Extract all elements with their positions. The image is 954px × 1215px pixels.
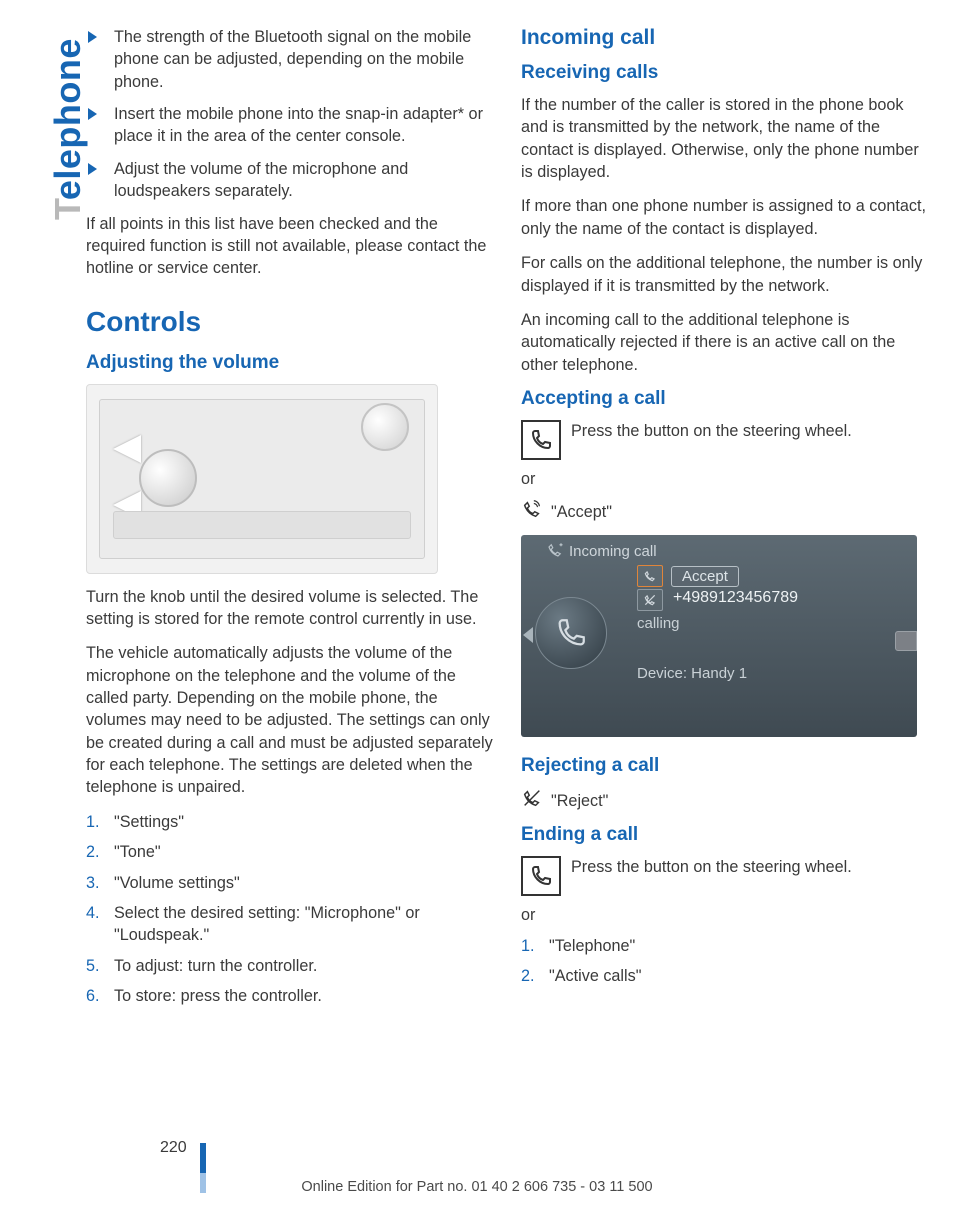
page-number-bar-blue: [200, 1143, 206, 1173]
list-text: "Tone": [114, 843, 161, 861]
ending-steer-text: Press the button on the steering wheel.: [571, 856, 852, 878]
illus-slot: [113, 511, 411, 539]
list-text: To adjust: turn the controller.: [114, 957, 317, 975]
callshot-header: Incoming call: [569, 543, 657, 560]
list-text: To store: press the controller.: [114, 987, 322, 1005]
list-item: 3. "Volume settings": [86, 872, 493, 894]
list-num: 6.: [86, 985, 100, 1007]
after-bullets-paragraph: If all points in this list have been che…: [86, 213, 493, 280]
phone-reject-icon: [521, 787, 543, 814]
callshot-keypad-icon: [895, 631, 917, 651]
footer-text: Online Edition for Part no. 01 40 2 606 …: [0, 1179, 954, 1195]
handset-svg: [529, 864, 553, 888]
rejecting-call-heading: Rejecting a call: [521, 755, 928, 777]
phone-handset-icon: [521, 856, 561, 896]
callshot-handset-knob: [535, 597, 607, 669]
illus-knob-right: [361, 403, 409, 451]
list-num: 1.: [86, 811, 100, 833]
list-num: 4.: [86, 902, 100, 924]
callshot-accept-icon: [637, 565, 663, 587]
list-num: 2.: [521, 965, 535, 987]
list-item: 2. "Active calls": [521, 965, 928, 987]
steering-press-row: Press the button on the steering wheel.: [521, 420, 928, 460]
volume-knob-illustration: [86, 384, 438, 574]
list-item: 1. "Settings": [86, 811, 493, 833]
controls-heading: Controls: [86, 306, 493, 338]
bullet-item: Insert the mobile phone into the snap-in…: [86, 103, 493, 148]
left-column: The strength of the Bluetooth signal on …: [86, 26, 493, 1015]
right-column: Incoming call Receiving calls If the num…: [521, 26, 928, 1015]
list-item: 6. To store: press the controller.: [86, 985, 493, 1007]
callshot-number: +4989123456789: [673, 589, 798, 607]
callshot-calling: calling: [637, 615, 680, 632]
reject-option-line: "Reject": [521, 787, 928, 814]
list-text: "Telephone": [549, 937, 635, 955]
page-number: 220: [160, 1139, 187, 1157]
list-text: Select the desired setting: "Microphone"…: [114, 904, 420, 944]
list-text: "Volume settings": [114, 874, 240, 892]
callshot-accept-label: Accept: [671, 566, 739, 587]
list-num: 3.: [86, 872, 100, 894]
bullet-list: The strength of the Bluetooth signal on …: [86, 26, 493, 203]
accept-option-line: "Accept": [521, 498, 928, 525]
callshot-reject-icon: [637, 589, 663, 611]
illus-knob-left: [139, 449, 197, 507]
callshot-left-arrow-icon: [523, 627, 533, 643]
volume-para-2: The vehicle automatically adjusts the vo…: [86, 642, 493, 799]
receiving-p1: If the number of the caller is stored in…: [521, 94, 928, 183]
list-num: 1.: [521, 935, 535, 957]
or-text-2: or: [521, 904, 928, 926]
reject-label: "Reject": [551, 790, 608, 812]
bullet-item: Adjust the volume of the microphone and …: [86, 158, 493, 203]
list-item: 5. To adjust: turn the controller.: [86, 955, 493, 977]
incoming-call-screenshot: Incoming call Accept +4989123456789 call…: [521, 535, 917, 737]
side-tab-t: T: [47, 200, 88, 220]
side-tab-rest: elephone: [47, 38, 88, 200]
receiving-p3: For calls on the additional telephone, t…: [521, 252, 928, 297]
side-tab: Telephone: [50, 38, 86, 220]
callshot-device: Device: Handy 1: [637, 665, 747, 682]
phone-accept-icon: [521, 498, 543, 525]
receiving-p4: An incoming call to the additional telep…: [521, 309, 928, 376]
volume-steps-list: 1. "Settings" 2. "Tone" 3. "Volume settings…: [86, 811, 493, 1008]
list-num: 5.: [86, 955, 100, 977]
ending-call-heading: Ending a call: [521, 824, 928, 846]
list-num: 2.: [86, 841, 100, 863]
list-item: 4. Select the desired setting: "Microphon…: [86, 902, 493, 947]
handset-svg: [529, 428, 553, 452]
ending-steer-row: Press the button on the steering wheel.: [521, 856, 928, 896]
illus-arrow-up: [113, 435, 141, 463]
ending-steps-list: 1. "Telephone" 2. "Active calls": [521, 935, 928, 988]
list-text: "Settings": [114, 813, 184, 831]
bullet-item: The strength of the Bluetooth signal on …: [86, 26, 493, 93]
accepting-call-heading: Accepting a call: [521, 388, 928, 410]
steering-press-text: Press the button on the steering wheel.: [571, 420, 852, 442]
callshot-accept-row: Accept: [637, 565, 903, 587]
volume-para-1: Turn the knob until the desired volume i…: [86, 586, 493, 631]
accept-label: "Accept": [551, 501, 612, 523]
or-text-1: or: [521, 468, 928, 490]
list-text: "Active calls": [549, 967, 641, 985]
callshot-header-icon: [545, 541, 565, 563]
phone-handset-icon: [521, 420, 561, 460]
adjusting-volume-heading: Adjusting the volume: [86, 352, 493, 374]
receiving-p2: If more than one phone number is assigne…: [521, 195, 928, 240]
receiving-calls-heading: Receiving calls: [521, 62, 928, 84]
page-columns: The strength of the Bluetooth signal on …: [86, 26, 928, 1015]
list-item: 2. "Tone": [86, 841, 493, 863]
incoming-call-heading: Incoming call: [521, 26, 928, 50]
list-item: 1. "Telephone": [521, 935, 928, 957]
